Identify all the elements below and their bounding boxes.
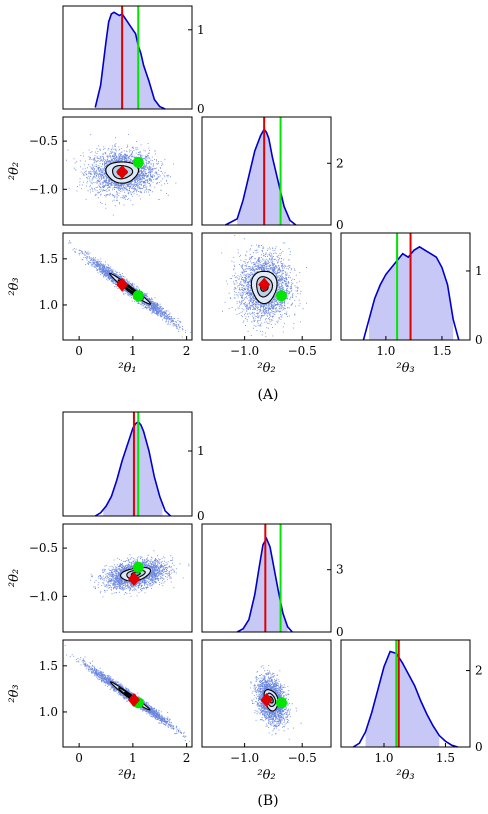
b-marginal-1-ytick-0-label: 0 bbox=[197, 509, 205, 523]
b-marginal-1-ytick-1-label: 1 bbox=[197, 444, 205, 458]
b-ylabel-2: ²θ₃ bbox=[7, 684, 22, 702]
a-row2-ytick-0-label: −1.0 bbox=[29, 182, 58, 196]
b-pair-1-truth-marker bbox=[132, 561, 144, 573]
b-col2-xtick-1-label: −0.5 bbox=[288, 751, 317, 765]
a-pair-3-samples bbox=[221, 235, 307, 337]
b-marginal-2-ytick-0-label: 0 bbox=[336, 625, 344, 639]
b-marginal-3-ytick-0-label: 0 bbox=[475, 740, 483, 754]
a-col1-xtick-2-label: 2 bbox=[183, 344, 191, 358]
a-ylabel-1: ²θ₂ bbox=[7, 162, 22, 180]
a-pair-3-estimate-marker bbox=[258, 277, 271, 292]
b-marginal-1-frame bbox=[62, 411, 193, 517]
a-row2-ytick-1-label: −0.5 bbox=[29, 134, 58, 148]
b-row2-ytick-0-label: −1.0 bbox=[29, 589, 58, 603]
a-col2-xtick-1-label: −0.5 bbox=[288, 344, 317, 358]
b-col3-xtick-1-label: 1.5 bbox=[436, 751, 455, 765]
a-marginal-3-ytick-0-label: 0 bbox=[475, 333, 483, 347]
a-col2-xtick-0-label: −1.0 bbox=[230, 344, 259, 358]
caption-b: (B) bbox=[257, 793, 278, 809]
b-row3-ytick-1-label: 1.5 bbox=[39, 659, 58, 673]
b-pair-1-frame bbox=[62, 523, 193, 633]
a-marginal-1-frame bbox=[62, 5, 193, 110]
a-marginal-2-frame bbox=[201, 116, 332, 226]
b-marginal-1-density-curve bbox=[94, 420, 172, 517]
b-pair-2-estimate-marker bbox=[127, 692, 140, 707]
b-pair-2-frame bbox=[62, 639, 193, 748]
b-marginal-2-ytick-1-label: 3 bbox=[336, 563, 344, 577]
a-pair-3-frame bbox=[201, 232, 332, 341]
a-pair-1-truth-marker bbox=[132, 156, 144, 168]
b-pair-1-estimate-marker bbox=[127, 571, 140, 586]
b-row3-ytick-0-label: 1.0 bbox=[39, 705, 58, 719]
b-xlabel-2: ²θ₂ bbox=[257, 768, 275, 783]
b-pair-3-estimate-marker bbox=[260, 692, 273, 707]
a-pair-3-truth-marker bbox=[275, 290, 287, 302]
b-marginal-3-credible-fill bbox=[365, 651, 440, 747]
b-marginal-2-density-curve bbox=[236, 536, 293, 633]
a-xlabel-3: ²θ₃ bbox=[396, 361, 414, 376]
a-col3-xtick-0-label: 1.0 bbox=[376, 344, 395, 358]
b-marginal-3-ytick-1-label: 2 bbox=[475, 664, 483, 678]
a-col3-xtick-1-label: 1.5 bbox=[432, 344, 451, 358]
a-marginal-2-ytick-1-label: 2 bbox=[336, 156, 344, 170]
a-pair-2-truth-marker bbox=[132, 290, 144, 302]
a-marginal-2-density-curve bbox=[225, 127, 297, 226]
b-xlabel-1: ²θ₁ bbox=[118, 768, 136, 783]
corner-plot-a: 0 1 0 2 0 1 −1.0 −0.5 1.0 1.5 0 1 2 −1.0 −0.5 1.0 1.5 ²θ₁… bbox=[7, 5, 483, 376]
a-marginal-3-frame bbox=[340, 232, 471, 341]
a-pair-3-plot-area bbox=[221, 235, 307, 337]
a-xlabel-2: ²θ₂ bbox=[257, 361, 275, 376]
b-marginal-2-frame bbox=[201, 523, 332, 633]
a-pair-1-estimate-marker bbox=[116, 164, 129, 179]
a-marginal-3-ytick-1-label: 1 bbox=[475, 264, 483, 278]
a-marginal-2-ytick-0-label: 0 bbox=[336, 218, 344, 232]
b-col1-xtick-2-label: 2 bbox=[183, 751, 191, 765]
b-pair-3-truth-marker bbox=[275, 697, 287, 709]
b-marginal-3-frame bbox=[340, 639, 471, 748]
a-pair-2-estimate-marker bbox=[116, 277, 129, 292]
b-pair-3-frame bbox=[201, 639, 332, 748]
a-marginal-1-ytick-0-label: 0 bbox=[197, 102, 205, 116]
a-ylabel-2: ²θ₃ bbox=[7, 277, 22, 295]
a-pair-1-frame bbox=[62, 116, 193, 226]
a-row3-ytick-1-label: 1.5 bbox=[39, 252, 58, 266]
caption-a: (A) bbox=[257, 387, 278, 403]
b-ylabel-1: ²θ₂ bbox=[7, 569, 22, 587]
b-col1-xtick-1-label: 1 bbox=[129, 751, 137, 765]
b-xlabel-3: ²θ₃ bbox=[396, 768, 414, 783]
b-pair-2-plot-area bbox=[64, 645, 190, 742]
b-pair-1-plot-area bbox=[90, 550, 190, 598]
b-col2-xtick-0-label: −1.0 bbox=[230, 751, 259, 765]
a-marginal-1-ytick-1-label: 1 bbox=[197, 23, 205, 37]
a-marginal-1-density-curve bbox=[94, 11, 166, 110]
b-pair-3-plot-area bbox=[249, 665, 302, 740]
a-xlabel-1: ²θ₁ bbox=[118, 361, 136, 376]
b-col3-xtick-0-label: 1.0 bbox=[374, 751, 393, 765]
a-marginal-1-credible-fill bbox=[95, 12, 160, 109]
b-col1-xtick-0-label: 0 bbox=[75, 751, 83, 765]
a-col1-xtick-1-label: 1 bbox=[129, 344, 137, 358]
b-marginal-3-density-curve bbox=[352, 650, 458, 748]
a-col1-xtick-0-label: 0 bbox=[75, 344, 83, 358]
a-row3-ytick-0-label: 1.0 bbox=[39, 298, 58, 312]
a-pair-2-frame bbox=[62, 232, 193, 341]
b-marginal-1-credible-fill bbox=[103, 421, 163, 516]
b-row2-ytick-1-label: −0.5 bbox=[29, 541, 58, 555]
corner-plot-b: 0 1 0 3 0 2 −1.0 −0.5 1.0 1.5 0 1 2 −1.0 −0.5 1.0 1.5 ²θ₁… bbox=[7, 411, 483, 783]
